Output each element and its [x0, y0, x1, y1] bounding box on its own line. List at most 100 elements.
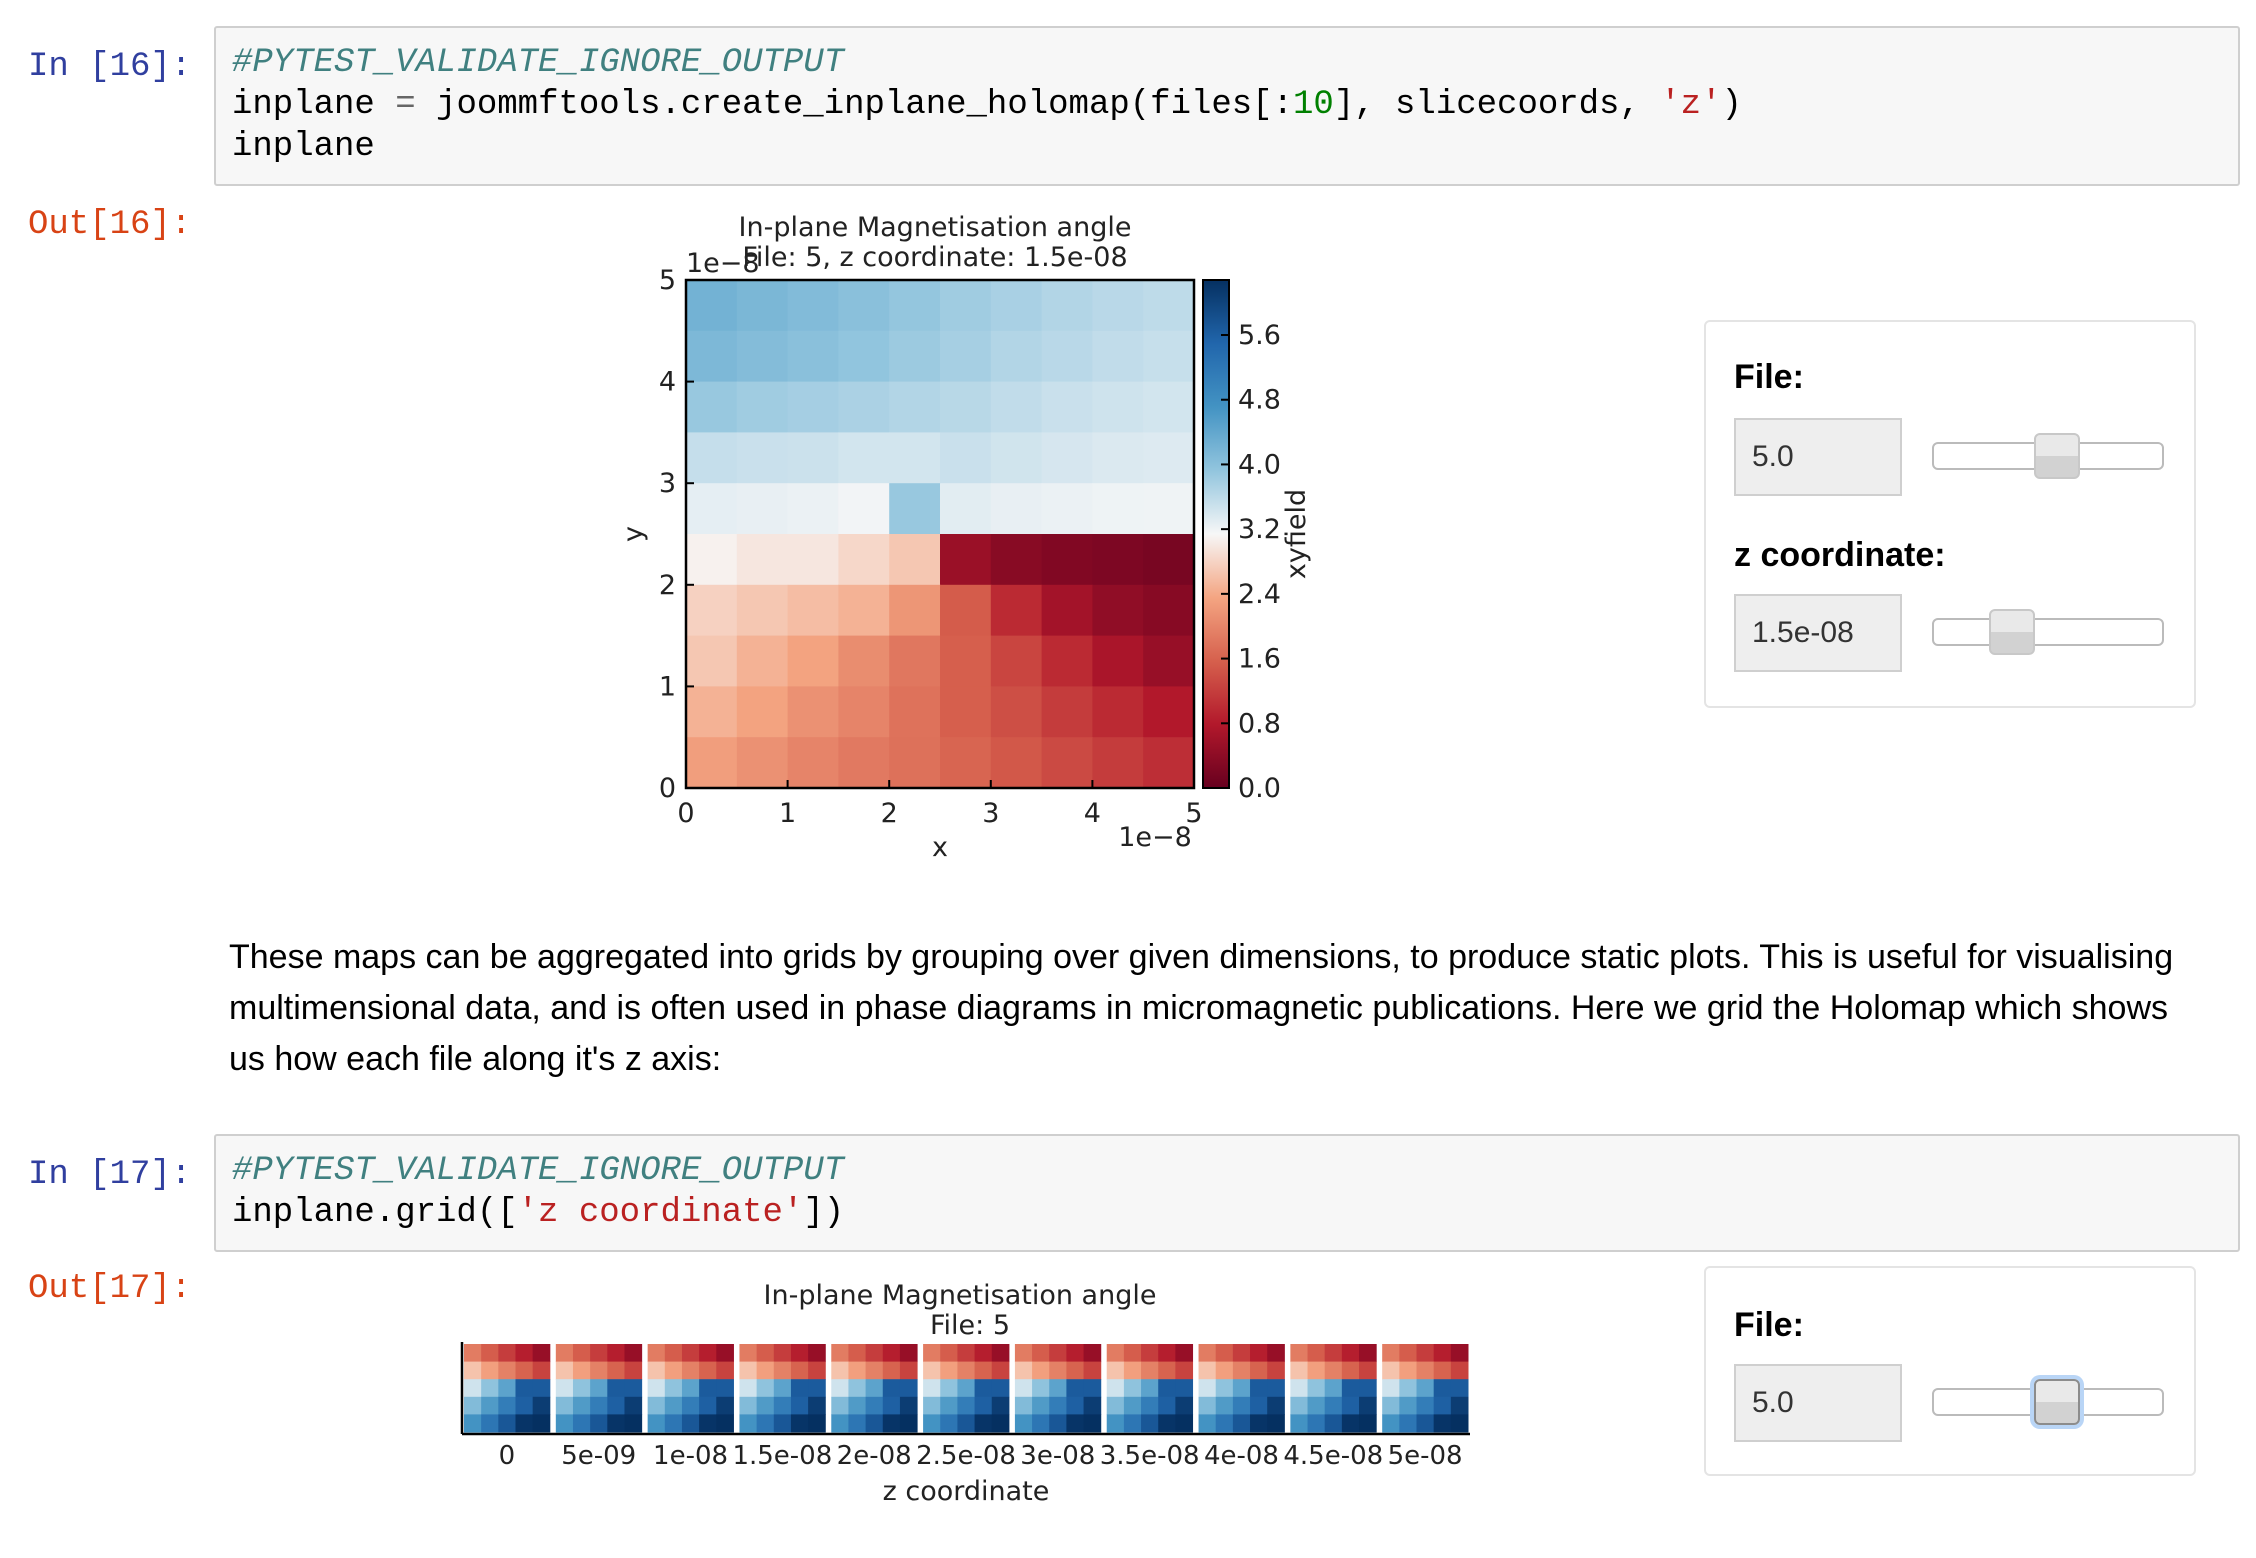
grid-cell — [699, 1414, 717, 1433]
inplane-heatmap-figure: In-plane Magnetisation angle File: 5, z … — [618, 212, 1312, 863]
file-value-box[interactable]: 5.0 — [1734, 418, 1902, 496]
grid-cell — [1267, 1396, 1285, 1415]
heatmap-cell — [889, 432, 941, 484]
heatmap-cell — [838, 635, 890, 687]
file-value-box[interactable]: 5.0 — [1734, 1364, 1902, 1442]
grid-cell — [1175, 1379, 1194, 1398]
markdown-paragraph: These maps can be aggregated into grids … — [229, 938, 2174, 1078]
grid-cell — [716, 1396, 734, 1415]
code-token: = — [374, 86, 437, 124]
code-line-1: #PYTEST_VALIDATE_IGNORE_OUTPUT — [232, 1150, 2222, 1192]
grid-cell — [773, 1344, 792, 1363]
grid-cell — [1399, 1344, 1418, 1363]
grid-cell — [940, 1396, 958, 1415]
grid-cell — [1267, 1361, 1285, 1380]
output-prompt-17: Out[17]: — [28, 1270, 192, 1308]
grid-cell — [957, 1361, 976, 1380]
grid-cell — [1123, 1379, 1142, 1398]
grid-cell — [991, 1344, 1010, 1363]
grid-cell — [1399, 1379, 1418, 1398]
heatmap-cell — [889, 381, 941, 433]
chart-subtitle: File: 5, z coordinate: 1.5e-08 — [742, 242, 1127, 273]
z-coordinate-value-box[interactable]: 1.5e-08 — [1734, 594, 1902, 672]
code-comment: #PYTEST_VALIDATE_IGNORE_OUTPUT — [232, 44, 845, 82]
grid-cell — [1014, 1396, 1033, 1415]
grid-cell — [1106, 1414, 1125, 1433]
grid-cell — [865, 1344, 884, 1363]
grid-cell — [1416, 1344, 1435, 1363]
grid-cell — [572, 1344, 591, 1363]
grid-cell — [1433, 1414, 1452, 1433]
file-slider-handle[interactable] — [2034, 1379, 2080, 1425]
grid-cell — [607, 1414, 625, 1433]
heatmap-cell — [990, 381, 1043, 433]
grid-cell — [1267, 1414, 1285, 1433]
grid-cell — [498, 1396, 516, 1415]
grid-cell — [1175, 1344, 1194, 1363]
heatmap-cell — [1092, 534, 1144, 586]
grid-cell — [1232, 1396, 1251, 1415]
code-token: ) — [1721, 86, 1742, 124]
grid-cell — [624, 1414, 643, 1433]
colorbar — [1202, 279, 1230, 789]
heatmap-cell — [1041, 737, 1093, 789]
grid-cell — [756, 1361, 775, 1380]
file-slider[interactable] — [1932, 1379, 2164, 1425]
grid-cell — [1433, 1379, 1452, 1398]
heatmap-cell — [940, 534, 992, 586]
grid-cell — [848, 1414, 867, 1433]
heatmap-cell — [736, 280, 789, 332]
grid-cell — [1232, 1361, 1251, 1380]
heatmap-cell — [838, 686, 890, 738]
heatmap-cell — [1143, 686, 1195, 738]
heatmap-cell — [838, 280, 890, 332]
file-label: File: — [1734, 1306, 1804, 1344]
grid-cell — [1106, 1396, 1125, 1415]
grid-cell — [1341, 1379, 1360, 1398]
grid-cell — [498, 1414, 516, 1433]
heatmap-cell — [990, 737, 1043, 789]
chart-subtitle: File: 5 — [930, 1310, 1010, 1341]
code-cell-16[interactable]: #PYTEST_VALIDATE_IGNORE_OUTPUT inplane =… — [214, 26, 2240, 186]
code-token: inplane — [232, 86, 375, 124]
file-slider-handle[interactable] — [2034, 433, 2080, 479]
grid-cell — [1382, 1379, 1400, 1398]
grid-cell — [498, 1379, 516, 1398]
grid-cell — [681, 1396, 700, 1415]
grid-cell — [572, 1379, 591, 1398]
heatmap-cell — [787, 737, 839, 789]
grid-cell — [923, 1361, 941, 1380]
grid-cell — [572, 1361, 591, 1380]
file-slider[interactable] — [1932, 433, 2164, 479]
grid-cell — [1382, 1344, 1400, 1363]
heatmap-cell — [1092, 686, 1144, 738]
grid-cell — [882, 1379, 901, 1398]
grid-cell — [1158, 1361, 1176, 1380]
y-axis-label: y — [618, 526, 649, 542]
grid-cell — [923, 1414, 941, 1433]
grid-cell — [1250, 1361, 1268, 1380]
grid-cell — [831, 1396, 849, 1415]
x-axis-label: z coordinate — [883, 1476, 1050, 1507]
z-coordinate-slider[interactable] — [1932, 609, 2164, 655]
heatmap-cell — [990, 432, 1043, 484]
heatmap-cell — [1143, 330, 1195, 383]
grid-cell — [1450, 1379, 1469, 1398]
z-coordinate-slider-handle[interactable] — [1989, 609, 2035, 655]
grid-cell — [1175, 1396, 1194, 1415]
heatmap-cell — [686, 381, 738, 433]
grid-cell — [773, 1361, 792, 1380]
code-cell-17[interactable]: #PYTEST_VALIDATE_IGNORE_OUTPUT inplane.g… — [214, 1134, 2240, 1252]
grid-cell — [699, 1361, 717, 1380]
file-label: File: — [1734, 358, 1804, 396]
grid-cell — [1032, 1361, 1050, 1380]
heatmap-cell — [736, 584, 789, 637]
grid-cell — [1399, 1361, 1418, 1380]
grid-cell — [1066, 1361, 1085, 1380]
heatmap-cell — [686, 635, 738, 687]
grid-cell — [808, 1379, 826, 1398]
grid-cell — [1014, 1414, 1033, 1433]
z-tick-label: 1.5e-08 — [732, 1441, 832, 1471]
grid-cell — [1141, 1414, 1159, 1433]
grid-cell — [590, 1361, 608, 1380]
